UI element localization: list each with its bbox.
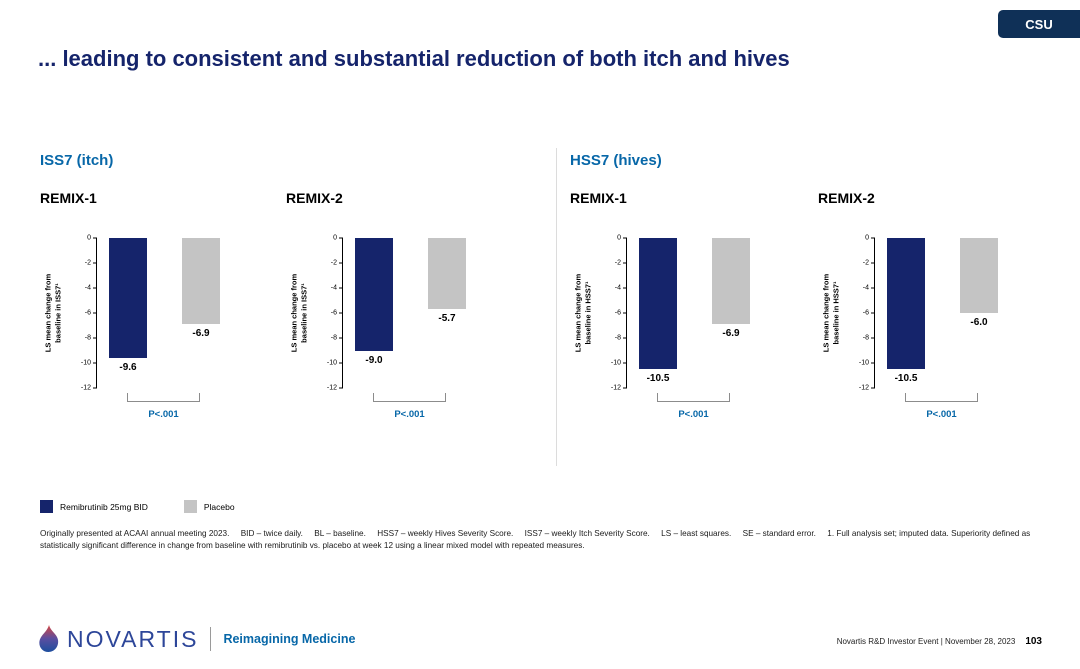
slide-title: ... leading to consistent and substantia…	[38, 46, 790, 71]
chart-hss7-remix1: REMIX-1 LS mean change from baseline in …	[570, 190, 785, 420]
y-axis-tick--12: -12	[81, 385, 97, 392]
y-axis-tick--6: -6	[331, 310, 343, 317]
bar-value-label: -10.5	[894, 373, 918, 385]
y-axis-label-text: LS mean change from baseline in HSS7¹	[821, 273, 840, 353]
p-value: P<.001	[394, 409, 425, 420]
footer-divider	[210, 627, 212, 651]
bar-remibrutinib	[355, 238, 393, 351]
chart-hss7-remix2: REMIX-2 LS mean change from baseline in …	[818, 190, 1033, 420]
event-text: Novartis R&D Investor Event | November 2…	[836, 637, 1016, 646]
chart-title: REMIX-1	[570, 190, 627, 206]
footer-logo: NOVARTIS Reimagining Medicine	[38, 625, 355, 653]
footnote: Originally presented at ACAAI annual mee…	[40, 529, 1033, 551]
plot-area: -10.5 -6.0 0 -2 -4 -6 -8 -10 -12	[859, 235, 1024, 392]
y-axis-tick--2: -2	[615, 260, 627, 267]
footer-tagline: Reimagining Medicine	[223, 632, 356, 646]
y-axis-tick--4: -4	[331, 285, 343, 292]
legend-label: Placebo	[203, 501, 235, 512]
y-axis-tick--8: -8	[863, 335, 875, 342]
bar-remibrutinib	[887, 238, 925, 370]
y-axis-tick--2: -2	[331, 260, 343, 267]
bar-value-label: -6.9	[722, 328, 740, 340]
novartis-wordmark: NOVARTIS	[67, 625, 199, 652]
section-divider	[556, 148, 557, 466]
chart-iss7-remix2: REMIX-2 LS mean change from baseline in …	[286, 190, 501, 420]
legend-item-remibrutinib: Remibrutinib 25mg BID	[40, 500, 148, 513]
bar-remibrutinib	[109, 238, 147, 358]
significance-bracket	[373, 393, 446, 402]
plot-area: -10.5 -6.9 0 -2 -4 -6 -8 -10 -12	[611, 235, 776, 392]
y-axis-tick--2: -2	[863, 260, 875, 267]
y-axis-tick--6: -6	[615, 310, 627, 317]
legend-swatch-placebo	[183, 500, 197, 513]
p-value: P<.001	[148, 409, 179, 420]
bar-placebo	[428, 238, 466, 310]
p-value: P<.001	[926, 409, 957, 420]
y-axis-tick--10: -10	[81, 360, 97, 367]
plot-area: -9.6 -6.9 0 -2 -4 -6 -8 -10 -12	[81, 235, 246, 392]
y-axis-label-text: LS mean change from baseline in ISS7¹	[43, 273, 62, 353]
bar-value-label: -6.0	[970, 317, 988, 328]
legend-swatch-remibrutinib	[40, 500, 53, 513]
legend-label: Remibrutinib 25mg BID	[60, 501, 148, 512]
y-axis-tick--10: -10	[859, 360, 875, 367]
y-axis-tick--10: -10	[327, 360, 343, 367]
y-axis-tick--12: -12	[859, 385, 875, 392]
section-label-hss7: HSS7 (hives)	[570, 152, 662, 169]
bar-placebo	[182, 238, 220, 325]
bar-value-label: -9.6	[119, 362, 137, 373]
significance-bracket	[905, 393, 978, 402]
y-axis-tick--2: -2	[85, 260, 97, 267]
y-axis-tick--8: -8	[85, 335, 97, 342]
p-value: P<.001	[678, 409, 709, 420]
bar-value-label: -10.5	[646, 373, 670, 385]
novartis-flame-icon	[39, 625, 59, 652]
y-axis-tick--4: -4	[863, 285, 875, 292]
significance-bracket	[657, 393, 730, 402]
y-axis-tick--12: -12	[611, 385, 627, 392]
footer-meta: Novartis R&D Investor Event | November 2…	[837, 636, 1042, 647]
chart-title: REMIX-1	[40, 190, 97, 206]
legend-item-placebo: Placebo	[183, 500, 235, 513]
y-axis-tick--12: -12	[327, 385, 343, 392]
plot-area: -9.0 -5.7 0 -2 -4 -6 -8 -10 -12	[327, 235, 492, 392]
y-axis-tick--8: -8	[331, 335, 343, 342]
page-number: 103	[1025, 636, 1042, 647]
y-axis-tick--6: -6	[863, 310, 875, 317]
y-axis-label: LS mean change from baseline in HSS7¹	[570, 238, 596, 388]
y-axis-tick--6: -6	[85, 310, 97, 317]
y-axis-tick--4: -4	[615, 285, 627, 292]
bar-placebo	[960, 238, 998, 313]
chart-title: REMIX-2	[818, 190, 875, 206]
y-axis-tick--10: -10	[611, 360, 627, 367]
y-axis-tick--4: -4	[85, 285, 97, 292]
y-axis-tick-0: 0	[617, 235, 627, 242]
y-axis-label-text: LS mean change from baseline in HSS7¹	[573, 273, 592, 353]
y-axis-tick-0: 0	[333, 235, 343, 242]
y-axis-label: LS mean change from baseline in ISS7¹	[40, 238, 66, 388]
csu-badge: CSU	[998, 10, 1080, 38]
bar-value-label: -5.7	[438, 313, 456, 325]
bar-remibrutinib	[639, 238, 677, 370]
chart-title: REMIX-2	[286, 190, 343, 206]
y-axis-label: LS mean change from baseline in HSS7¹	[818, 238, 844, 388]
y-axis-label-text: LS mean change from baseline in ISS7¹	[289, 273, 308, 353]
chart-iss7-remix1: REMIX-1 LS mean change from baseline in …	[40, 190, 255, 420]
y-axis-tick--8: -8	[615, 335, 627, 342]
significance-bracket	[127, 393, 200, 402]
section-label-iss7: ISS7 (itch)	[40, 152, 114, 169]
legend: Remibrutinib 25mg BID Placebo	[40, 500, 235, 513]
bar-placebo	[712, 238, 750, 325]
bar-value-label: -9.0	[365, 354, 383, 366]
y-axis-tick-0: 0	[87, 235, 97, 242]
y-axis-label: LS mean change from baseline in ISS7¹	[286, 238, 312, 388]
y-axis-tick-0: 0	[865, 235, 875, 242]
bar-value-label: -6.9	[192, 328, 210, 340]
